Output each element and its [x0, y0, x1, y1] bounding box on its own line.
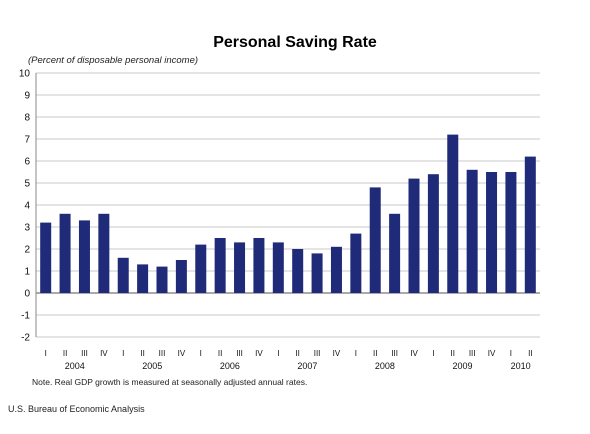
- bar: [156, 266, 168, 293]
- x-tick-label: III: [469, 349, 476, 358]
- x-tick-label: III: [159, 349, 166, 358]
- source-credit: U.S. Bureau of Economic Analysis: [8, 404, 145, 414]
- bar: [272, 242, 284, 293]
- x-tick-label: II: [295, 349, 299, 358]
- bar: [311, 253, 323, 293]
- bar: [505, 172, 517, 293]
- bar: [427, 174, 439, 293]
- bar: [98, 213, 110, 293]
- chart-subtitle: (Percent of disposable personal income): [28, 55, 199, 66]
- x-tick-label: I: [45, 349, 47, 358]
- bars: [40, 134, 536, 293]
- x-tick-label: III: [314, 349, 321, 358]
- x-tick-label: II: [140, 349, 144, 358]
- y-tick-label: 9: [24, 91, 30, 102]
- x-tick-label: II: [373, 349, 377, 358]
- x-tick-label: IV: [410, 349, 418, 358]
- bar: [117, 257, 129, 293]
- x-tick-label: III: [391, 349, 398, 358]
- y-tick-label: 10: [19, 69, 31, 80]
- x-tick-label: I: [200, 349, 202, 358]
- chart-title: Personal Saving Rate: [213, 34, 377, 51]
- y-tick-label: 6: [24, 157, 30, 168]
- year-label: 2006: [220, 361, 240, 371]
- chart-note: Note. Real GDP growth is measured at sea…: [32, 377, 308, 387]
- y-tick-label: -2: [21, 333, 30, 344]
- x-tick-label: II: [451, 349, 455, 358]
- x-tick-label: II: [218, 349, 222, 358]
- x-tick-label: I: [432, 349, 434, 358]
- y-tick-label: 4: [24, 201, 30, 212]
- x-tick-label: I: [355, 349, 357, 358]
- bar: [389, 213, 401, 293]
- year-label: 2004: [65, 361, 85, 371]
- bar: [466, 169, 478, 293]
- x-tick-label: III: [81, 349, 88, 358]
- bar: [408, 178, 420, 293]
- bar: [486, 172, 498, 293]
- year-label: 2005: [142, 361, 162, 371]
- x-tick-label: III: [236, 349, 243, 358]
- x-tick-label: IV: [178, 349, 186, 358]
- y-tick-label: 3: [24, 223, 30, 234]
- bar: [447, 134, 459, 293]
- x-tick-label: IV: [333, 349, 341, 358]
- bar: [524, 156, 536, 293]
- bar: [214, 238, 226, 293]
- x-tick-label: IV: [100, 349, 108, 358]
- year-label: 2010: [511, 361, 531, 371]
- y-tick-label: 2: [24, 245, 30, 256]
- bar: [78, 220, 90, 293]
- x-tick-label: II: [528, 349, 532, 358]
- bar: [330, 246, 342, 293]
- bar: [253, 238, 265, 293]
- bar: [234, 242, 246, 293]
- x-tick-label: IV: [255, 349, 263, 358]
- x-axis: I II III IV I II III IV I II III IV I II III IV I II III IV…: [45, 349, 533, 371]
- bar: [369, 187, 381, 293]
- bar: [40, 222, 52, 293]
- x-tick-label: IV: [488, 349, 496, 358]
- year-label: 2009: [452, 361, 472, 371]
- y-tick-label: 7: [24, 135, 30, 146]
- gridlines: [36, 72, 540, 338]
- y-tick-label: 1: [24, 267, 30, 278]
- y-tick-label: 8: [24, 113, 30, 124]
- year-label: 2008: [375, 361, 395, 371]
- bar: [59, 213, 71, 293]
- year-label: 2007: [297, 361, 317, 371]
- x-tick-label: I: [510, 349, 512, 358]
- y-tick-label: 0: [24, 289, 30, 300]
- bar: [175, 260, 187, 293]
- bar: [137, 264, 149, 293]
- x-tick-label: II: [63, 349, 67, 358]
- y-tick-label: 5: [24, 179, 30, 190]
- bar: [292, 249, 304, 293]
- bar: [195, 244, 207, 293]
- x-tick-label: I: [277, 349, 279, 358]
- bar: [350, 233, 362, 293]
- x-tick-label: I: [122, 349, 124, 358]
- y-tick-label: -1: [21, 311, 30, 322]
